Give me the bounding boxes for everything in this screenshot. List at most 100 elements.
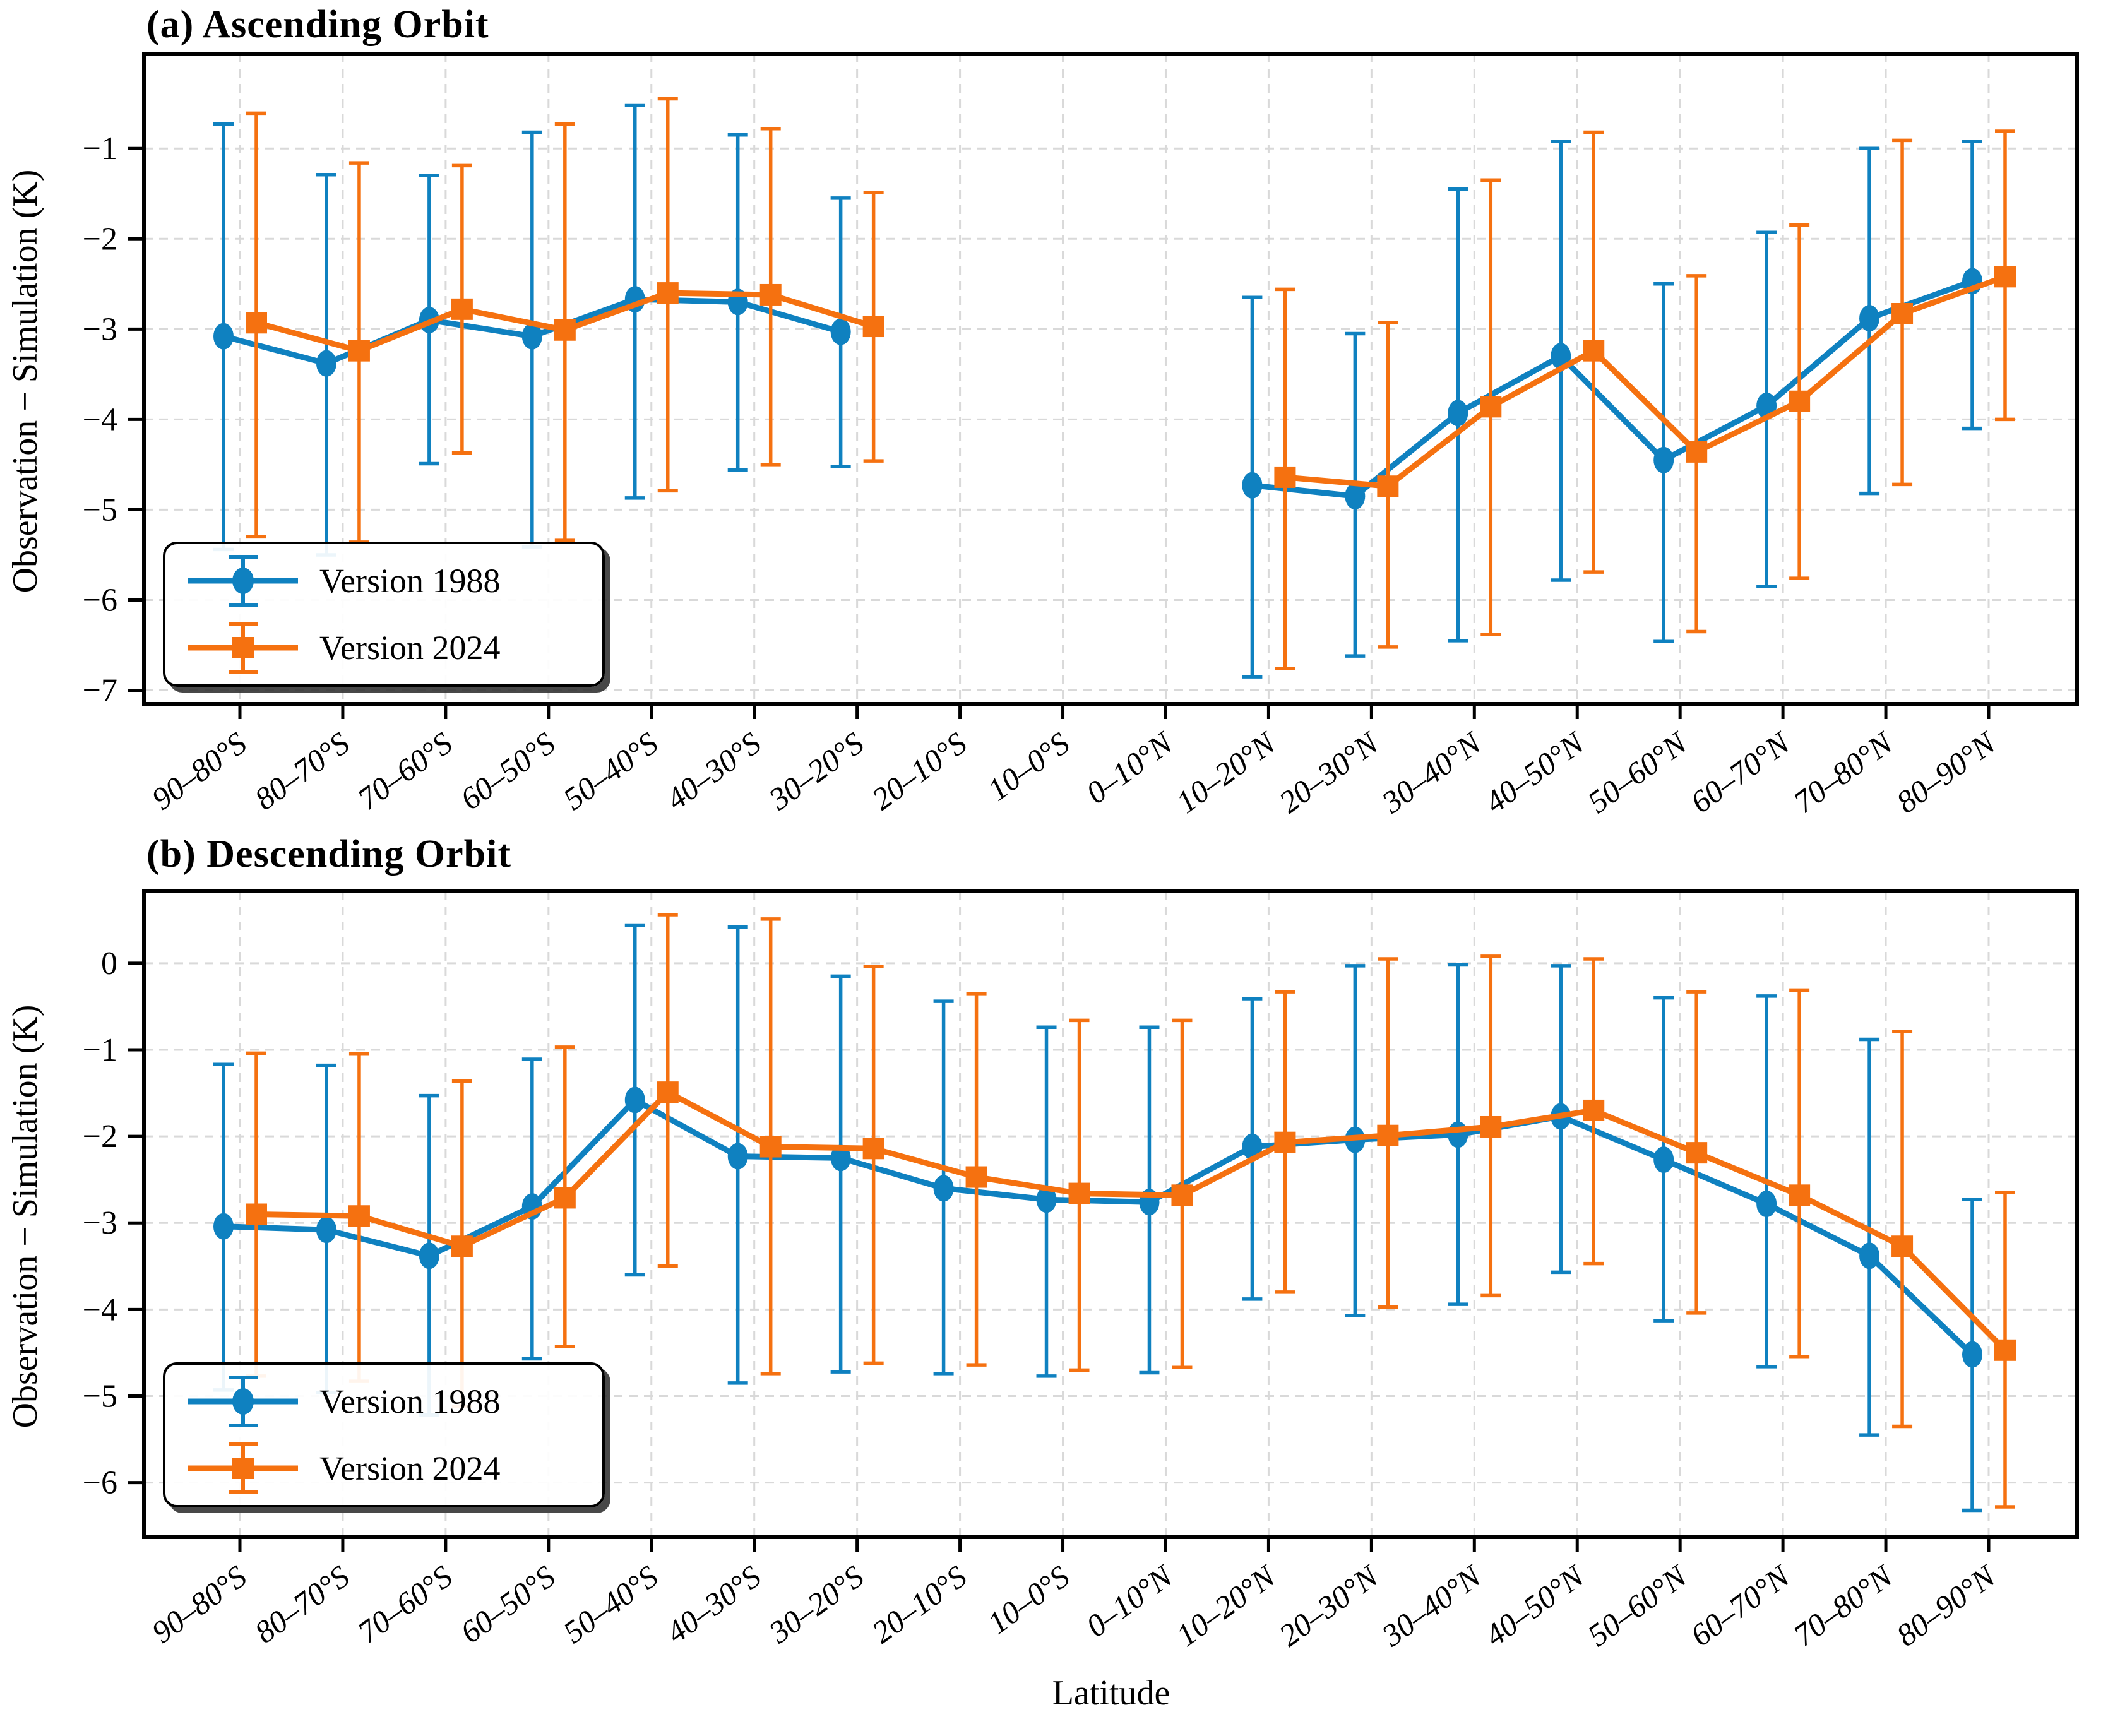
data-point-v1988	[830, 1144, 851, 1172]
y-tick-label: −7	[83, 673, 117, 709]
legend-entry-v2024: Version 2024	[183, 615, 500, 681]
data-point-v1988	[1962, 1341, 1982, 1368]
x-tick-label: 40–30°S	[660, 1559, 767, 1650]
data-point-v1988	[933, 1175, 954, 1202]
y-tick-label: −2	[83, 221, 117, 257]
data-point-v2024	[759, 283, 782, 306]
data-point-v2024	[1891, 1235, 1914, 1257]
legend-entry-v1988: Version 1988	[183, 1369, 500, 1434]
x-tick-label: 30–40°N	[1375, 1557, 1489, 1653]
errorbar-square-marker-icon	[188, 622, 298, 674]
data-point-v2024	[1994, 1339, 2016, 1361]
legend-entry-v1988: Version 1988	[183, 548, 500, 614]
series-line-v2024	[1285, 274, 2006, 489]
panel-b-title: (b) Descending Orbit	[146, 833, 511, 876]
x-tick-label: 50–60°N	[1581, 1557, 1694, 1653]
x-tick-label: 80–70°S	[248, 1559, 355, 1650]
data-point-v2024	[862, 316, 884, 338]
data-point-v2024	[451, 1235, 473, 1257]
y-tick-label: −5	[83, 492, 117, 528]
data-point-v1988	[316, 1216, 336, 1244]
data-point-v1988	[1653, 446, 1674, 473]
data-point-v2024	[1068, 1182, 1090, 1204]
data-point-v1988	[213, 1213, 234, 1240]
data-point-v1988	[1859, 305, 1880, 332]
x-axis-label: Latitude	[1052, 1674, 1170, 1713]
x-tick-label: 10–20°N	[1170, 1557, 1283, 1653]
y-tick-label: −3	[83, 311, 117, 347]
y-tick-label: −4	[83, 401, 117, 437]
data-point-v2024	[1994, 266, 2016, 288]
data-point-v2024	[246, 312, 267, 334]
legend-panel-b: Version 1988 Version 2024	[163, 1362, 605, 1507]
data-point-v2024	[1274, 466, 1296, 488]
data-point-v1988	[1756, 1191, 1777, 1218]
x-tick-label: 70–80°N	[1787, 1557, 1900, 1653]
x-tick-label: 50–40°S	[557, 1559, 664, 1650]
x-tick-label: 20–10°S	[866, 1559, 973, 1650]
data-point-v1988	[316, 350, 336, 377]
data-point-v1988	[624, 1086, 645, 1114]
errorbar-square-marker-icon	[188, 1442, 298, 1494]
x-tick-label: 60–50°S	[454, 725, 561, 817]
x-tick-label: 70–60°S	[351, 725, 458, 817]
axes-frame	[142, 52, 2079, 706]
y-tick-label: 0	[101, 946, 117, 982]
x-tick-label: 90–80°S	[145, 1559, 253, 1650]
data-point-v2024	[1274, 1131, 1296, 1153]
y-tick-label: −1	[83, 131, 117, 167]
x-tick-label: 60–70°N	[1684, 724, 1797, 820]
data-point-v2024	[1480, 396, 1502, 418]
legend-label-v2024: Version 2024	[319, 629, 501, 667]
errorbar-circle-marker-icon	[188, 1376, 298, 1427]
legend-entry-v2024: Version 2024	[183, 1436, 500, 1501]
series-line-v2024	[256, 1089, 2008, 1352]
x-tick-label: 70–60°S	[351, 1559, 458, 1650]
data-point-v2024	[1789, 1184, 1811, 1206]
data-point-v2024	[451, 298, 473, 320]
errorbar-circle-marker-icon	[188, 555, 298, 607]
data-point-v2024	[657, 1081, 679, 1103]
data-point-v1988	[1036, 1186, 1057, 1213]
y-tick-label: −1	[83, 1032, 117, 1068]
x-tick-label: 80–90°N	[1890, 1557, 2003, 1653]
data-point-v1988	[830, 318, 851, 345]
data-point-v1988	[1653, 1146, 1674, 1174]
data-point-v2024	[1686, 1142, 1708, 1164]
y-tick-label: −6	[83, 582, 117, 618]
data-point-v1988	[521, 323, 542, 350]
x-tick-label: 80–70°S	[248, 725, 355, 817]
data-point-v2024	[657, 282, 679, 304]
x-tick-label: 40–50°N	[1478, 724, 1591, 820]
x-tick-label: 90–80°S	[145, 725, 253, 817]
x-tick-label: 30–40°N	[1375, 724, 1489, 820]
data-point-v1988	[1242, 1133, 1263, 1160]
data-point-v2024	[965, 1166, 987, 1188]
data-point-v1988	[419, 1242, 439, 1269]
x-tick-label: 80–90°N	[1890, 724, 2003, 820]
x-tick-label: 20–30°N	[1273, 724, 1386, 820]
data-point-v2024	[1171, 1184, 1193, 1206]
x-tick-label: 50–40°S	[557, 725, 664, 817]
legend-label-v1988: Version 1988	[319, 562, 501, 600]
data-point-v1988	[213, 323, 234, 350]
x-tick-label: 40–50°N	[1478, 1557, 1591, 1653]
y-tick-label: −4	[83, 1292, 117, 1328]
y-tick-label: −5	[83, 1378, 117, 1414]
data-point-v2024	[554, 319, 576, 341]
x-tick-label: 60–50°S	[454, 1559, 561, 1650]
data-point-v1988	[1859, 1242, 1880, 1269]
data-point-v2024	[246, 1203, 267, 1225]
axes-frame	[142, 889, 2079, 1539]
x-tick-label: 10–0°S	[981, 725, 1076, 808]
data-point-v2024	[1686, 441, 1708, 463]
x-tick-label: 10–0°S	[981, 1559, 1076, 1641]
data-point-v1988	[1448, 400, 1468, 427]
data-point-v1988	[1242, 472, 1263, 499]
panel-a-title: (a) Ascending Orbit	[146, 3, 489, 46]
x-tick-label: 30–20°S	[762, 725, 870, 817]
data-point-v2024	[1377, 1124, 1399, 1146]
data-point-v2024	[1583, 1099, 1605, 1121]
data-point-v2024	[1480, 1115, 1502, 1138]
